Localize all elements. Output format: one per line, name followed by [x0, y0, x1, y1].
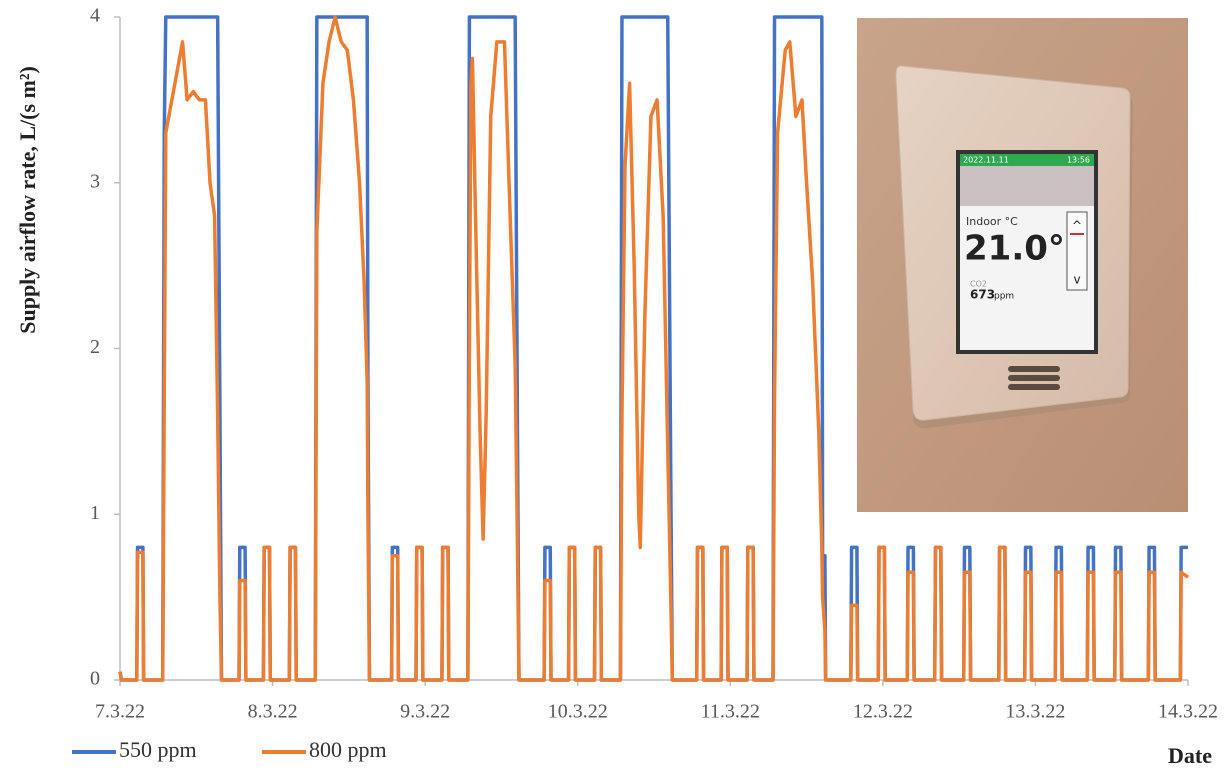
y-tick-label: 1 — [90, 502, 100, 524]
x-tick-label: 12.3.22 — [853, 701, 913, 723]
y-axis-title: Supply airflow rate, L/(s m²) — [15, 66, 40, 334]
screen-co2-unit: ppm — [994, 292, 1014, 302]
vent-slot — [1008, 366, 1060, 372]
y-tick-label: 0 — [90, 668, 100, 690]
x-tick-label: 8.3.22 — [248, 701, 298, 723]
vent-slot — [1008, 375, 1060, 381]
screen-header — [960, 166, 1094, 206]
screen-label: Indoor °C — [966, 215, 1018, 228]
status-bar — [960, 154, 1094, 166]
screen-date: 2022.11.11 — [963, 156, 1009, 165]
series-line — [118, 15, 1190, 682]
screen-co2-label: CO2 — [970, 280, 987, 289]
x-tick-label: 11.3.22 — [701, 701, 760, 723]
screen-slider — [1066, 211, 1088, 291]
y-tick-label: 2 — [90, 336, 100, 358]
x-tick-label: 14.3.22 — [1158, 701, 1218, 723]
screen-temperature: 21.0° — [964, 229, 1065, 269]
legend-label: 800 ppm — [309, 737, 387, 762]
screen-co2-value: 673 — [970, 288, 995, 302]
x-tick-label: 9.3.22 — [400, 701, 450, 723]
legend-label: 550 ppm — [119, 737, 197, 762]
vent-slot — [1008, 384, 1060, 390]
x-tick-label: 10.3.22 — [548, 701, 608, 723]
screen-down: v — [1073, 273, 1080, 287]
y-tick-label: 4 — [90, 5, 100, 27]
screen-up: ^ — [1072, 219, 1082, 233]
y-tick-label: 3 — [90, 170, 100, 192]
x-tick-label: 13.3.22 — [1005, 701, 1065, 723]
x-axis-title: Date — [1168, 743, 1212, 768]
x-tick-label: 7.3.22 — [95, 701, 145, 723]
screen-time: 13:56 — [1067, 156, 1090, 165]
inset-photo: 2022.11.11 13:56 Indoor °C 21.0° CO2 673… — [857, 18, 1188, 512]
